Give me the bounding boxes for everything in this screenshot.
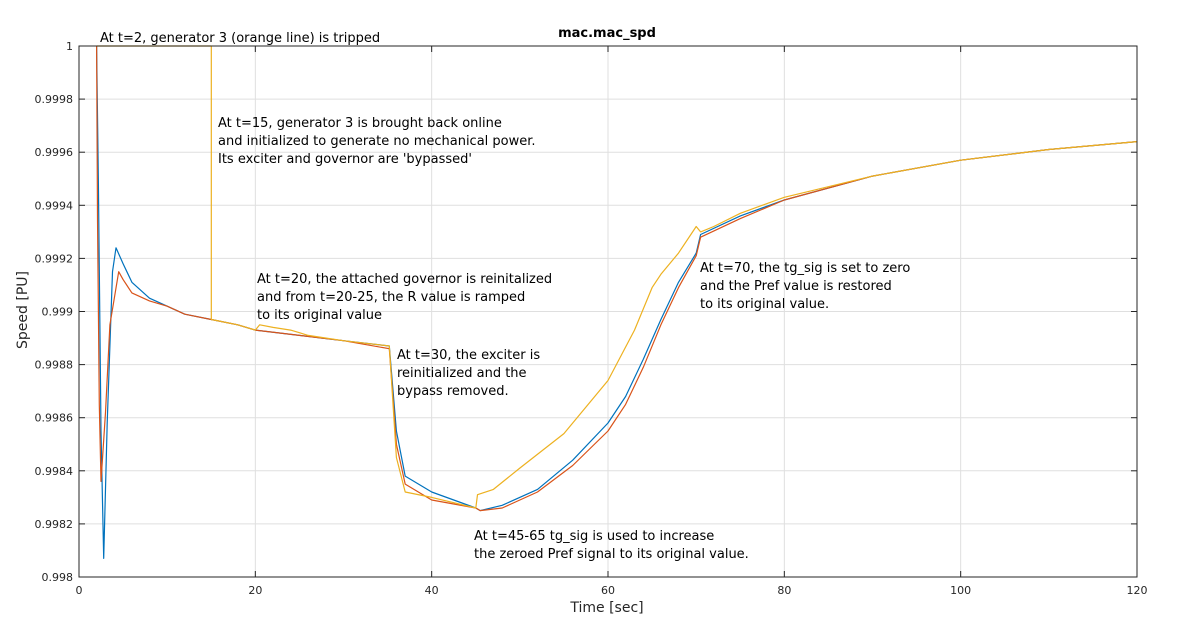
annotation-line: At t=20, the attached governor is reinit… <box>257 272 552 287</box>
annotation-line: At t=70, the tg_sig is set to zero <box>700 261 910 276</box>
annotation-line: and the Pref value is restored <box>700 279 892 294</box>
annotations: At t=2, generator 3 (orange line) is tri… <box>100 31 910 562</box>
y-tick-label: 0.9982 <box>35 518 74 531</box>
x-tick-label: 0 <box>76 584 83 597</box>
series-layer <box>96 45 1138 560</box>
y-tick-label: 0.9986 <box>35 412 74 425</box>
series-line-3 <box>96 45 1138 509</box>
annotation-line: and initialized to generate no mechanica… <box>218 134 536 149</box>
annotation-line: At t=30, the exciter is <box>397 348 540 363</box>
x-tick-label: 20 <box>248 584 262 597</box>
y-tick-label: 0.999 <box>42 306 74 319</box>
annotation-line: At t=45-65 tg_sig is used to increase <box>474 529 714 544</box>
chart-title: mac.mac_spd <box>558 26 656 41</box>
x-tick-label: 80 <box>777 584 791 597</box>
x-tick-label: 40 <box>425 584 439 597</box>
annotation-2: At t=15, generator 3 is brought back onl… <box>218 116 536 167</box>
series-line-2 <box>96 45 1138 512</box>
y-tick-label: 0.9992 <box>35 252 74 265</box>
annotation-line: to its original value <box>257 308 382 323</box>
annotation-line: At t=2, generator 3 (orange line) is tri… <box>100 31 380 46</box>
annotation-4: At t=30, the exciter is reinitialized and… <box>397 348 540 399</box>
annotation-line: Its exciter and governor are 'bypassed' <box>218 152 472 167</box>
y-tick-label: 1 <box>66 40 73 53</box>
y-tick-label: 0.9984 <box>35 465 74 478</box>
y-tick-label: 0.9994 <box>35 199 74 212</box>
annotation-6: At t=45-65 tg_sig is used to increase the… <box>474 529 749 562</box>
axis-ticks: 0 20 40 60 80 100 120 0.998 0.9982 0.9984 0.9986 0.… <box>35 40 1148 597</box>
annotation-line: At t=15, generator 3 is brought back onl… <box>218 116 502 131</box>
annotation-line: to its original value. <box>700 297 829 312</box>
series-line-1 <box>96 45 1138 560</box>
annotation-line: and from t=20-25, the R value is ramped <box>257 290 525 305</box>
annotation-line: the zeroed Pref signal to its original v… <box>474 547 749 562</box>
y-tick-label: 0.9996 <box>35 146 74 159</box>
annotation-3: At t=20, the attached governor is reinit… <box>257 272 552 323</box>
annotation-5: At t=70, the tg_sig is set to zero and th… <box>700 261 910 312</box>
y-axis-label: Speed [PU] <box>15 271 31 349</box>
y-tick-label: 0.9998 <box>35 93 74 106</box>
x-axis-label: Time [sec] <box>569 600 643 616</box>
x-tick-label: 120 <box>1127 584 1148 597</box>
x-tick-label: 60 <box>601 584 615 597</box>
annotation-1: At t=2, generator 3 (orange line) is tri… <box>100 31 380 46</box>
y-tick-label: 0.998 <box>42 571 74 584</box>
y-tick-label: 0.9988 <box>35 359 74 372</box>
annotation-line: reinitialized and the <box>397 366 527 381</box>
annotation-line: bypass removed. <box>397 384 509 399</box>
x-tick-label: 100 <box>950 584 971 597</box>
